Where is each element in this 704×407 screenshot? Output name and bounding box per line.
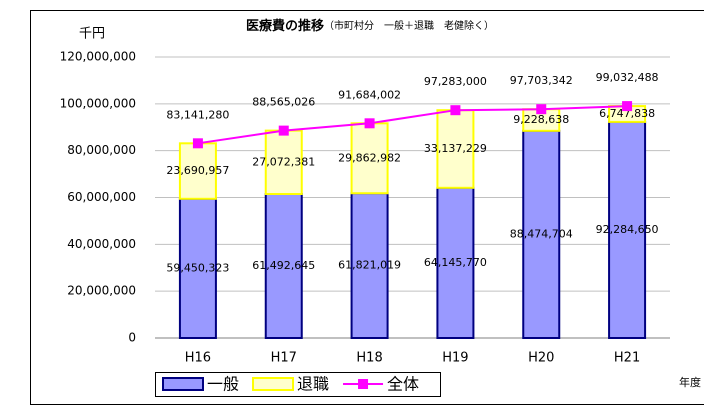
- x-tick-label: H16: [185, 351, 211, 366]
- y-axis-label: 千円: [79, 27, 105, 42]
- line-marker: [364, 118, 375, 129]
- x-tick-label: H19: [442, 351, 468, 366]
- value-label: 64,145,770: [424, 256, 487, 269]
- line-marker: [622, 101, 633, 112]
- legend-label: 全体: [387, 375, 419, 394]
- value-label: 88,565,026: [252, 96, 315, 109]
- y-tick-label: 60,000,000: [67, 190, 136, 204]
- y-tick-label: 20,000,000: [67, 284, 136, 298]
- title: 医療費の推移: [246, 18, 324, 34]
- y-tick-label: 40,000,000: [67, 237, 136, 251]
- value-label: 61,821,019: [338, 259, 401, 272]
- value-label: 83,141,280: [166, 108, 229, 121]
- chart-frame: [30, 10, 704, 405]
- bar: [264, 193, 303, 339]
- chart-title: 医療費の推移（市町村分 一般＋退職 老健除く）: [246, 18, 494, 34]
- line: [197, 105, 628, 145]
- value-label: 59,450,323: [166, 261, 229, 274]
- value-label: 88,474,704: [510, 227, 573, 240]
- line-marker: [192, 138, 203, 149]
- value-label: 6,747,838: [599, 107, 655, 120]
- line-marker: [450, 105, 461, 116]
- value-label: 23,690,957: [166, 164, 229, 177]
- x-tick-label: H17: [271, 351, 297, 366]
- y-tick-label: 80,000,000: [67, 143, 136, 157]
- legend-swatch: [252, 377, 295, 391]
- value-label: 29,862,982: [338, 151, 401, 164]
- legend-swatch: [162, 377, 204, 391]
- line-marker: [536, 104, 547, 115]
- y-tick-label: 120,000,000: [60, 50, 136, 64]
- value-label: 97,703,342: [510, 74, 573, 87]
- value-label: 27,072,381: [252, 155, 315, 168]
- value-label: 33,137,229: [424, 142, 487, 155]
- x-tick-label: H21: [614, 351, 640, 366]
- legend-swatch: [358, 379, 369, 389]
- subtitle: （市町村分 一般＋退職 老健除く）: [324, 19, 494, 32]
- bar: [264, 129, 303, 196]
- legend-label: 退職: [297, 375, 329, 394]
- value-label: 91,684,002: [338, 88, 401, 101]
- value-label: 99,032,488: [596, 71, 659, 84]
- bar: [350, 122, 389, 195]
- legend-label: 一般: [207, 375, 239, 394]
- bar: [608, 120, 647, 339]
- x-tick-label: H20: [528, 351, 554, 366]
- y-tick-label: 0: [128, 331, 136, 345]
- value-label: 61,492,645: [252, 259, 315, 272]
- value-label: 92,284,650: [596, 223, 659, 236]
- bar: [436, 109, 475, 189]
- line-marker: [278, 125, 289, 136]
- value-label: 97,283,000: [424, 75, 487, 88]
- y-tick-label: 100,000,000: [60, 96, 136, 110]
- bar: [436, 186, 475, 339]
- x-tick-label: H18: [356, 351, 382, 366]
- x-axis-label: 年度: [679, 375, 701, 389]
- value-label: 9,228,638: [513, 113, 569, 126]
